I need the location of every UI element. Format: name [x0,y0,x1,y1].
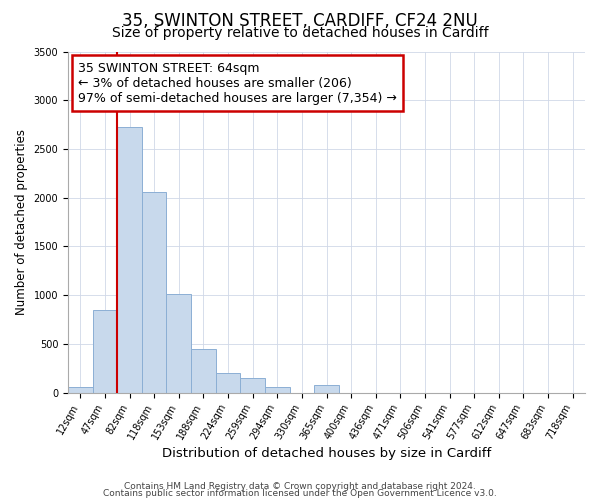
Y-axis label: Number of detached properties: Number of detached properties [15,129,28,315]
Text: 35 SWINTON STREET: 64sqm
← 3% of detached houses are smaller (206)
97% of semi-d: 35 SWINTON STREET: 64sqm ← 3% of detache… [79,62,397,104]
Bar [166,294,191,392]
Bar [68,387,92,392]
Bar [216,372,241,392]
Text: Contains public sector information licensed under the Open Government Licence v3: Contains public sector information licen… [103,488,497,498]
Text: Size of property relative to detached houses in Cardiff: Size of property relative to detached ho… [112,26,488,40]
Bar [314,384,339,392]
Text: 35, SWINTON STREET, CARDIFF, CF24 2NU: 35, SWINTON STREET, CARDIFF, CF24 2NU [122,12,478,30]
Bar [117,128,142,392]
Bar [265,387,290,392]
Bar [241,378,265,392]
Text: Contains HM Land Registry data © Crown copyright and database right 2024.: Contains HM Land Registry data © Crown c… [124,482,476,491]
Bar [191,348,216,393]
Bar [92,310,117,392]
X-axis label: Distribution of detached houses by size in Cardiff: Distribution of detached houses by size … [162,447,491,460]
Bar [142,192,166,392]
